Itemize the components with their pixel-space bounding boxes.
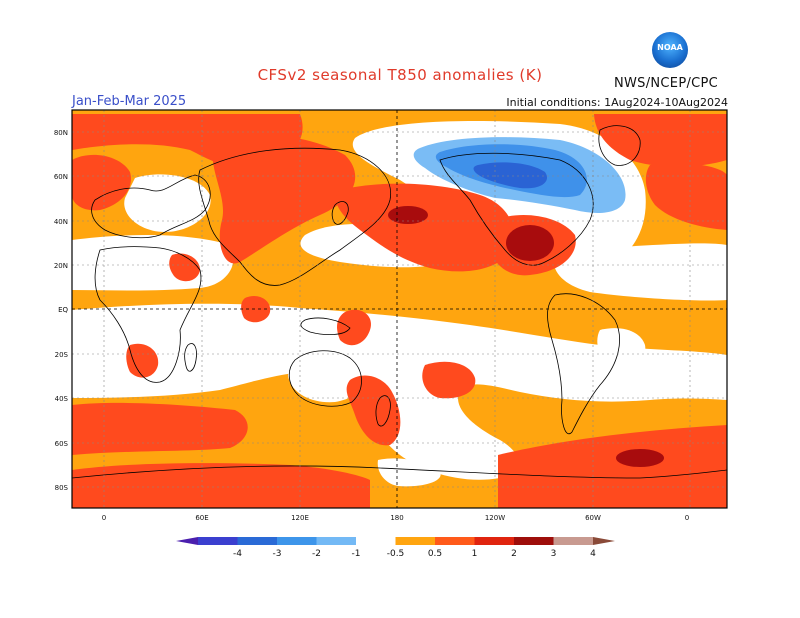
reference-lines <box>72 110 727 508</box>
lat-label: 60S <box>55 440 69 448</box>
lat-label: 20S <box>55 351 69 359</box>
colorbar-label: 0.5 <box>428 549 442 559</box>
lon-label: 60W <box>585 514 601 522</box>
lat-label: 60N <box>54 173 68 181</box>
colorbar-low-end <box>176 537 198 545</box>
colorbar-segment <box>316 537 356 545</box>
initial-conditions: Initial conditions: 1Aug2024-10Aug2024 <box>506 96 728 109</box>
map-frame <box>71 109 728 509</box>
lon-label: 60E <box>195 514 208 522</box>
colorbar-label: -3 <box>273 549 282 559</box>
noaa-logo-text: NOAA <box>657 43 683 52</box>
lat-label: 80S <box>55 484 69 492</box>
antarctica-coast <box>72 465 727 479</box>
lon-label: 0 <box>102 514 106 522</box>
madagascar-coast <box>184 343 197 372</box>
cold-anomaly-region <box>413 137 626 213</box>
lat-label: 20N <box>54 262 68 270</box>
colorbar-segment <box>553 537 593 545</box>
colorbar-label: -1 <box>352 549 361 559</box>
agency-label: NWS/NCEP/CPC <box>614 76 719 91</box>
colorbar-high-end <box>593 537 615 545</box>
indonesia-coast <box>300 317 351 336</box>
asia-coast <box>198 147 392 286</box>
map-title: CFSv2 seasonal T850 anomalies (K) <box>257 66 543 84</box>
lat-label: 80N <box>54 129 68 137</box>
lon-label: 180 <box>390 514 403 522</box>
lon-label: 120W <box>485 514 505 522</box>
graticule <box>72 110 727 508</box>
colorbar-segment <box>198 537 238 545</box>
south-america-coast <box>547 293 620 435</box>
colorbar-label: 4 <box>590 549 596 559</box>
colorbar-label: 3 <box>551 549 557 559</box>
africa-coast <box>94 246 202 383</box>
colorbar-label: -0.5 <box>387 549 405 559</box>
lat-label: 40S <box>55 395 69 403</box>
longitude-labels: 0 60E 120E 180 120W 60W 0 <box>102 514 689 522</box>
colorbar-segment <box>514 537 554 545</box>
colorbar-segment <box>237 537 277 545</box>
colorbar-segment <box>395 537 435 545</box>
new-zealand-coast <box>375 395 391 427</box>
colorbar-label: 2 <box>511 549 517 559</box>
colorbar-segment <box>356 537 396 545</box>
strong-warm-regions <box>72 114 727 508</box>
colorbar-label: -2 <box>312 549 321 559</box>
lon-label: 0 <box>685 514 689 522</box>
colorbar: -4 -3 -2 -1 -0.5 0.5 1 2 3 4 <box>176 537 615 559</box>
anomaly-field <box>72 110 727 508</box>
greenland-coast <box>598 125 641 166</box>
colorbar-segment <box>435 537 475 545</box>
colorbar-segment <box>277 537 317 545</box>
colorbar-label: 1 <box>472 549 478 559</box>
forecast-period: Jan-Feb-Mar 2025 <box>72 94 187 109</box>
colorbar-label: -4 <box>233 549 242 559</box>
north-america-coast <box>439 152 594 266</box>
latitude-labels: 80N 60N 40N 20N EQ 20S 40S 60S 80S <box>54 129 69 492</box>
europe-coast <box>91 174 211 239</box>
japan-coast <box>331 201 349 225</box>
lon-label: 120E <box>291 514 309 522</box>
very-strong-warm-regions <box>388 206 664 467</box>
australia-coast <box>288 350 362 407</box>
colorbar-segment <box>474 537 514 545</box>
lat-label: 40N <box>54 218 68 226</box>
lat-label: EQ <box>58 306 68 314</box>
coastlines <box>72 125 727 479</box>
noaa-logo: NOAA <box>652 32 688 68</box>
